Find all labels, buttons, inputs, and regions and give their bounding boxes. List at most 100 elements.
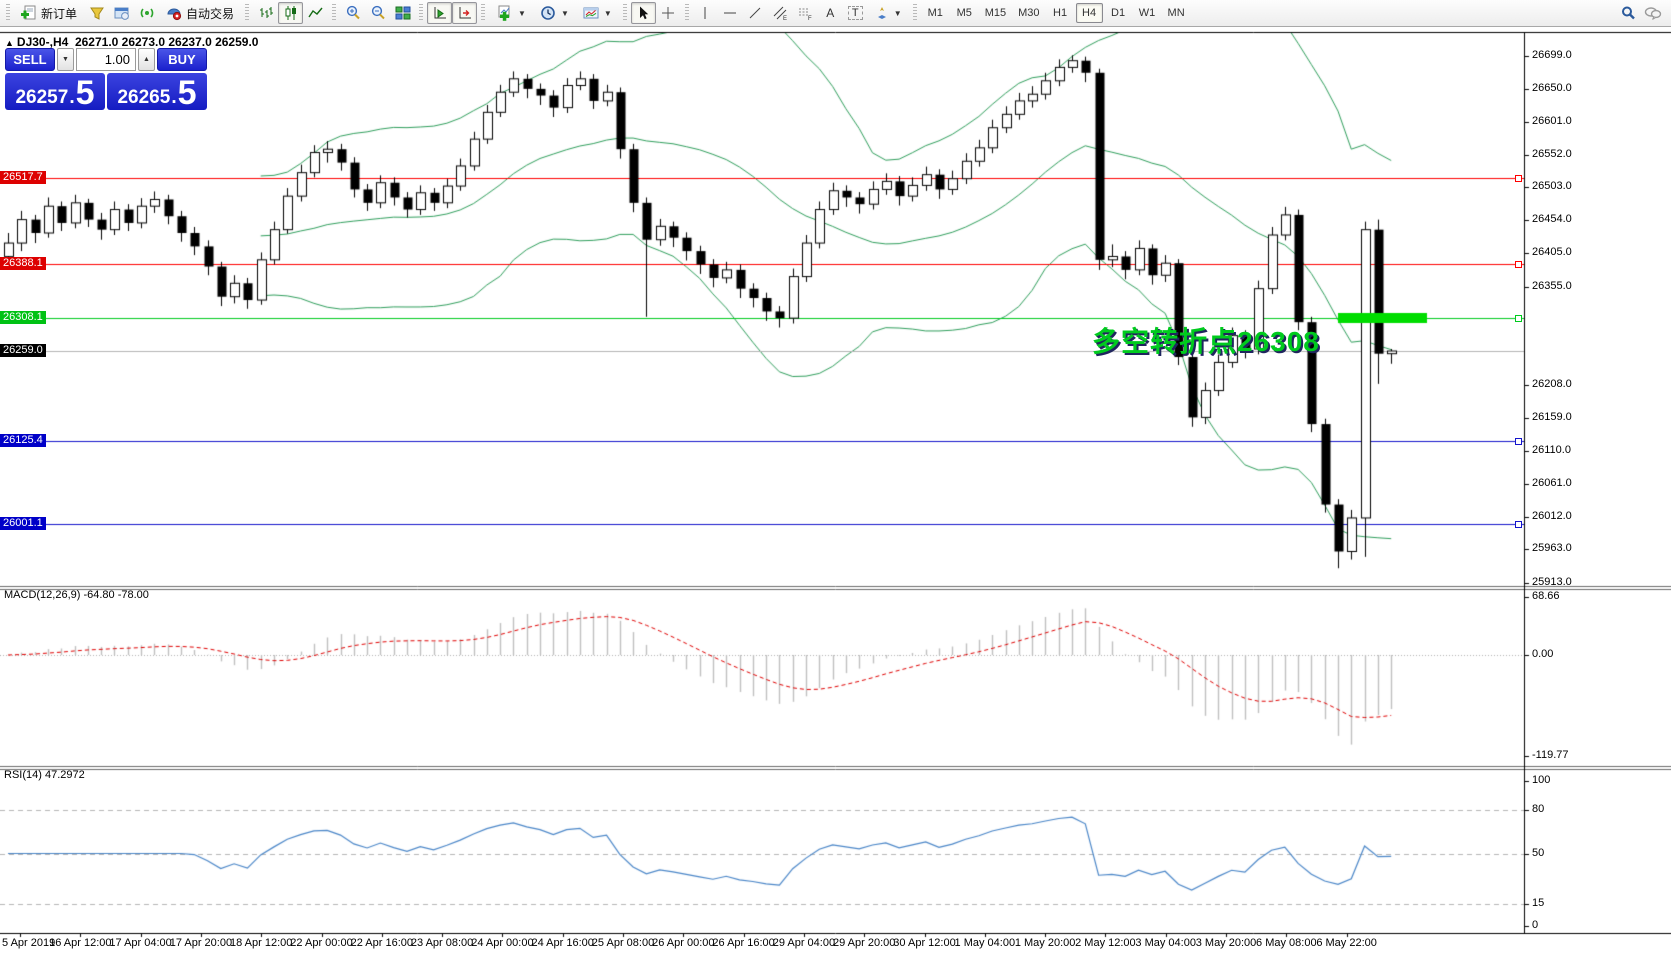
text-tool-button[interactable]: A <box>818 2 843 24</box>
sell-button[interactable]: SELL <box>5 48 55 71</box>
volume-increase-button[interactable]: ▲ <box>138 48 155 71</box>
template-icon <box>583 5 599 21</box>
chart-text-annotation: 多空转折点26308 <box>1092 326 1320 357</box>
zoom-in-icon <box>345 5 361 21</box>
signals-button[interactable] <box>134 2 159 24</box>
toolbar-grip <box>481 4 486 22</box>
indicators-dropdown-caret[interactable]: ▼ <box>518 8 526 18</box>
buy-button[interactable]: BUY <box>157 48 207 71</box>
timeframe-m30[interactable]: M30 <box>1013 3 1044 23</box>
auto-scroll-icon <box>432 5 448 21</box>
toolbar-grip <box>245 4 250 22</box>
auto-trading-icon <box>166 5 182 21</box>
periods-dropdown-caret[interactable]: ▼ <box>560 8 569 18</box>
volume-decrease-button[interactable]: ▼ <box>57 48 74 71</box>
bar-chart-icon <box>258 5 274 21</box>
zoom-in-button[interactable] <box>340 2 365 24</box>
sell-price-dec: 5 <box>75 73 95 112</box>
toolbar-right-group <box>1615 2 1665 24</box>
toolbar-grip <box>684 4 689 22</box>
buy-price-dot: . <box>171 87 177 108</box>
horizontal-line-icon <box>722 5 738 21</box>
candlestick-chart-icon <box>283 5 299 21</box>
chat-button[interactable] <box>1640 2 1665 24</box>
svg-text:F: F <box>808 16 812 21</box>
trendline-tool-button[interactable] <box>743 2 768 24</box>
vertical-line-tool-button[interactable] <box>693 2 718 24</box>
zoom-out-button[interactable] <box>365 2 390 24</box>
timeframe-mn[interactable]: MN <box>1163 3 1190 23</box>
indicators-button[interactable]: ▼ <box>489 2 533 24</box>
candlestick-chart-button[interactable] <box>278 2 304 24</box>
zoom-out-icon <box>370 5 386 21</box>
timeframe-toolbar: M1 M5 M15 M30 H1 H4 D1 W1 MN <box>921 3 1191 23</box>
text-tool-icon: A <box>826 6 835 20</box>
timeframe-m15[interactable]: M15 <box>980 3 1011 23</box>
buy-price-int: 26265 <box>117 87 171 108</box>
toolbar-grip <box>332 4 337 22</box>
tile-windows-button[interactable] <box>390 2 415 24</box>
triangle-up-icon: ▲ <box>143 56 150 63</box>
profiles-button[interactable] <box>109 2 134 24</box>
indicators-icon <box>496 5 513 21</box>
crosshair-tool-button[interactable] <box>656 2 681 24</box>
fibonacci-icon: F <box>797 5 813 21</box>
funnel-icon <box>89 5 105 21</box>
search-button[interactable] <box>1615 2 1640 24</box>
volume-input[interactable] <box>76 48 136 71</box>
auto-trading-button[interactable]: 自动交易 <box>159 2 241 24</box>
chart-shift-icon <box>457 5 473 21</box>
trendline-icon <box>747 5 763 21</box>
arrows-dropdown-caret[interactable]: ▼ <box>893 8 902 18</box>
line-chart-icon <box>307 5 324 21</box>
new-order-icon <box>21 5 37 21</box>
buy-price-dec: 5 <box>177 73 197 112</box>
fibonacci-tool-button[interactable]: F <box>793 2 818 24</box>
periods-button[interactable]: ▼ <box>533 2 576 24</box>
trade-panel-collapse-toggle[interactable]: ▲ <box>5 38 14 48</box>
clock-icon <box>540 5 556 21</box>
sell-price-display[interactable]: 26257. 5 <box>5 73 105 110</box>
signal-icon <box>139 5 155 21</box>
triangle-down-icon: ▼ <box>62 56 69 63</box>
tile-windows-icon <box>395 5 411 21</box>
chart-ohlc-header: ▲ DJ30-,H4 26271.0 26273.0 26237.0 26259.… <box>5 35 258 49</box>
templates-button[interactable]: ▼ <box>576 2 619 24</box>
arrows-tool-button[interactable]: ▼ <box>868 2 909 24</box>
timeframe-h1[interactable]: H1 <box>1047 3 1074 23</box>
toolbar-grip <box>6 4 10 22</box>
channel-tool-button[interactable]: E <box>768 2 793 24</box>
timeframe-h4[interactable]: H4 <box>1075 3 1103 23</box>
chart-ohlc-values: 26271.0 26273.0 26237.0 26259.0 <box>74 35 259 49</box>
vertical-line-icon <box>697 5 713 21</box>
cursor-tool-button[interactable] <box>630 2 656 24</box>
buy-price-display[interactable]: 26265. 5 <box>107 73 207 110</box>
macd-indicator-label: MACD(12,26,9) -64.80 -78.00 <box>4 589 149 601</box>
sell-price-dot: . <box>69 87 75 108</box>
toolbar-grip <box>419 4 424 22</box>
new-order-button[interactable]: 新订单 <box>14 2 84 24</box>
timeframe-m1[interactable]: M1 <box>922 3 949 23</box>
timeframe-d1[interactable]: D1 <box>1105 3 1132 23</box>
toolbar-grip <box>622 4 627 22</box>
new-chart-button[interactable] <box>84 2 109 24</box>
chart-canvas[interactable] <box>0 28 1671 953</box>
main-toolbar: 新订单 自动交易 ▼ ▼ <box>0 0 1671 27</box>
label-tool-icon: T <box>847 6 863 20</box>
auto-scroll-button[interactable] <box>427 2 453 24</box>
label-tool-button[interactable]: T <box>843 2 868 24</box>
chat-icon <box>1644 5 1662 21</box>
crosshair-icon <box>660 5 676 21</box>
line-chart-button[interactable] <box>303 2 328 24</box>
toolbar-grip <box>912 4 917 22</box>
bar-chart-button[interactable] <box>253 2 278 24</box>
svg-text:E: E <box>783 16 787 21</box>
timeframe-m5[interactable]: M5 <box>951 3 978 23</box>
templates-dropdown-caret[interactable]: ▼ <box>603 8 612 18</box>
timeframe-w1[interactable]: W1 <box>1134 3 1161 23</box>
chart-shift-button[interactable] <box>452 2 478 24</box>
horizontal-line-tool-button[interactable] <box>718 2 743 24</box>
new-order-label: 新订单 <box>41 6 78 21</box>
cursor-icon <box>635 5 651 21</box>
